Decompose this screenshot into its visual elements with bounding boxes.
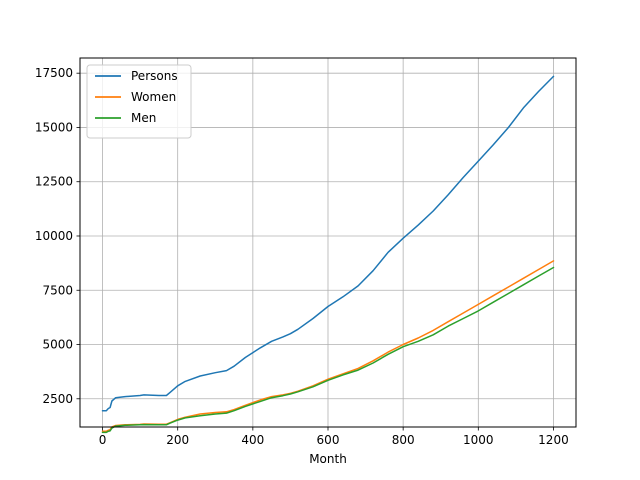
y-tick-label: 2500 <box>42 392 73 406</box>
x-tick-label: 800 <box>392 433 415 447</box>
legend-box <box>86 64 192 139</box>
x-tick-label: 200 <box>166 433 189 447</box>
y-tick-label: 17500 <box>35 66 73 80</box>
legend-label-women: Women <box>131 90 176 104</box>
x-tick-label: 1000 <box>463 433 494 447</box>
legend-label-persons: Persons <box>131 69 178 83</box>
x-tick-label: 600 <box>317 433 340 447</box>
series-lines <box>101 75 555 434</box>
legend: Persons Women Men <box>86 64 192 139</box>
series-line-persons <box>101 75 555 412</box>
x-tick-label: 400 <box>241 433 264 447</box>
y-tick-label: 12500 <box>35 175 73 189</box>
y-tick-label: 5000 <box>42 338 73 352</box>
x-tick-label: 1200 <box>538 433 569 447</box>
grid-lines <box>80 58 576 427</box>
y-tick-label: 15000 <box>35 120 73 134</box>
series-line-men <box>101 266 555 434</box>
x-axis-label: Month <box>309 452 347 466</box>
y-tick-label: 10000 <box>35 229 73 243</box>
legend-label-men: Men <box>131 111 156 125</box>
axis-ticks: 0 200 400 600 800 1000 1200 2500 5000 7500 10000 12… <box>35 66 569 447</box>
x-tick-label: 0 <box>99 433 107 447</box>
y-tick-label: 7500 <box>42 283 73 297</box>
